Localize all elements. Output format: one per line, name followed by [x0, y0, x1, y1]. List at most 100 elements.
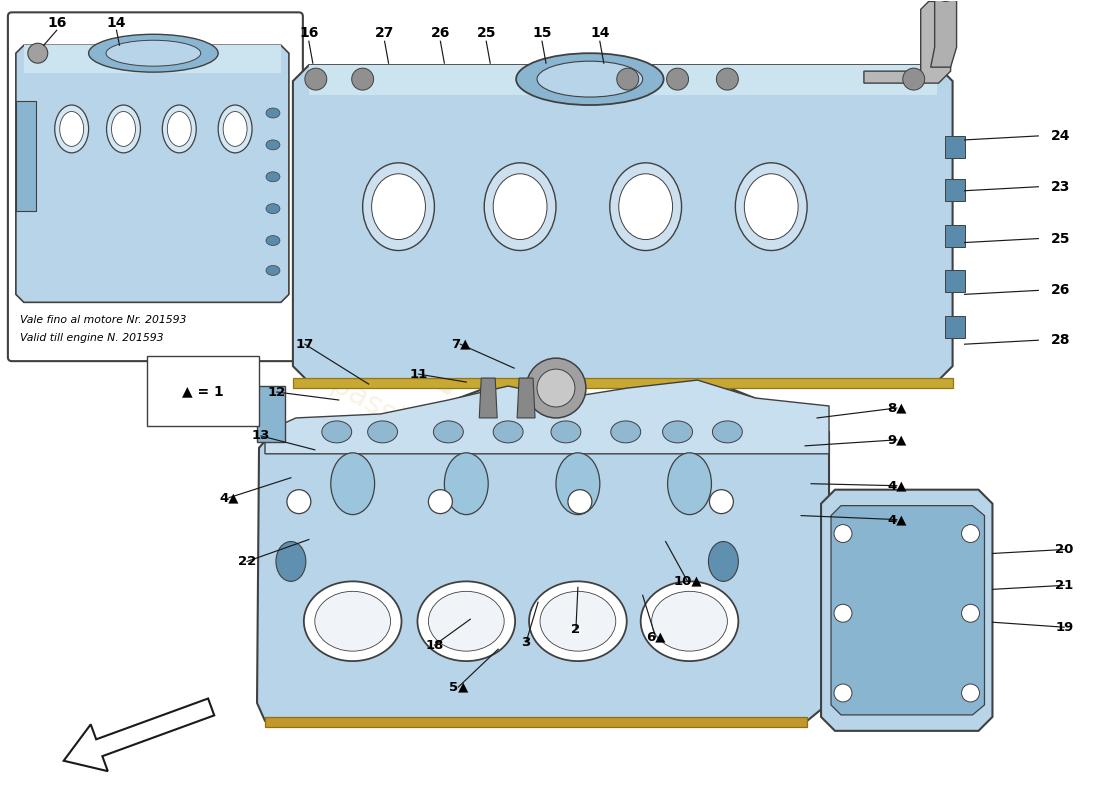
FancyBboxPatch shape — [147, 356, 258, 426]
Polygon shape — [293, 378, 953, 388]
Circle shape — [710, 490, 734, 514]
Ellipse shape — [372, 174, 426, 239]
Circle shape — [834, 684, 851, 702]
Circle shape — [526, 358, 586, 418]
Ellipse shape — [55, 105, 89, 153]
Ellipse shape — [444, 453, 488, 514]
Ellipse shape — [668, 453, 712, 514]
Circle shape — [716, 68, 738, 90]
Ellipse shape — [59, 111, 84, 146]
Text: 25: 25 — [1050, 231, 1070, 246]
Ellipse shape — [418, 582, 515, 661]
Polygon shape — [257, 380, 829, 721]
Ellipse shape — [540, 591, 616, 651]
Text: 10▲: 10▲ — [673, 575, 702, 588]
Polygon shape — [309, 65, 937, 95]
Text: 17: 17 — [296, 338, 314, 350]
Circle shape — [936, 0, 956, 2]
Polygon shape — [265, 380, 829, 454]
Text: 2: 2 — [571, 622, 581, 636]
Ellipse shape — [111, 111, 135, 146]
Ellipse shape — [433, 421, 463, 443]
Polygon shape — [945, 178, 965, 201]
Ellipse shape — [610, 421, 640, 443]
Polygon shape — [821, 490, 992, 731]
Polygon shape — [945, 136, 965, 158]
Text: 26: 26 — [1050, 283, 1070, 298]
Text: 4▲: 4▲ — [887, 479, 906, 492]
Text: 28: 28 — [1050, 334, 1070, 347]
Polygon shape — [257, 386, 285, 442]
Text: 6▲: 6▲ — [646, 630, 666, 644]
Ellipse shape — [89, 34, 218, 72]
Text: 19: 19 — [1055, 621, 1074, 634]
Ellipse shape — [167, 111, 191, 146]
Ellipse shape — [551, 421, 581, 443]
Circle shape — [28, 43, 47, 63]
Ellipse shape — [745, 174, 799, 239]
Circle shape — [903, 68, 925, 90]
Ellipse shape — [493, 174, 547, 239]
Polygon shape — [15, 101, 36, 210]
FancyArrow shape — [64, 698, 215, 771]
Text: 26: 26 — [431, 26, 450, 40]
Text: 14: 14 — [107, 16, 126, 30]
Text: 24: 24 — [1050, 129, 1070, 143]
Text: 22: 22 — [238, 555, 256, 568]
Text: 4▲: 4▲ — [219, 491, 239, 504]
Text: 16: 16 — [299, 26, 319, 40]
Circle shape — [428, 490, 452, 514]
Text: 27: 27 — [375, 26, 394, 40]
Text: 15: 15 — [532, 26, 552, 40]
Text: 23: 23 — [1050, 180, 1070, 194]
Polygon shape — [15, 46, 289, 302]
Text: 12: 12 — [267, 386, 286, 398]
Text: Vale fino al motore Nr. 201593: Vale fino al motore Nr. 201593 — [20, 315, 186, 326]
Text: 25: 25 — [476, 26, 496, 40]
Text: Valid till engine N. 201593: Valid till engine N. 201593 — [20, 334, 163, 343]
Ellipse shape — [537, 61, 642, 97]
Ellipse shape — [266, 204, 279, 214]
Ellipse shape — [266, 235, 279, 246]
Circle shape — [568, 490, 592, 514]
Ellipse shape — [106, 40, 200, 66]
Circle shape — [834, 525, 851, 542]
Ellipse shape — [529, 582, 627, 661]
Ellipse shape — [662, 421, 693, 443]
Ellipse shape — [266, 266, 279, 275]
Text: 14: 14 — [590, 26, 609, 40]
Ellipse shape — [266, 108, 279, 118]
FancyBboxPatch shape — [8, 12, 302, 361]
Polygon shape — [864, 2, 950, 83]
Circle shape — [537, 369, 575, 407]
Ellipse shape — [493, 421, 524, 443]
Ellipse shape — [322, 421, 352, 443]
Ellipse shape — [363, 163, 434, 250]
Polygon shape — [265, 717, 807, 727]
Polygon shape — [945, 316, 965, 338]
Text: 7▲: 7▲ — [451, 338, 470, 350]
Polygon shape — [293, 65, 953, 382]
Text: 16: 16 — [47, 16, 66, 30]
Circle shape — [961, 525, 979, 542]
Ellipse shape — [304, 582, 402, 661]
Ellipse shape — [640, 582, 738, 661]
Text: 4▲: 4▲ — [887, 513, 906, 526]
Ellipse shape — [276, 542, 306, 582]
Text: 13: 13 — [252, 430, 271, 442]
Text: 3: 3 — [521, 636, 530, 649]
Text: 11: 11 — [409, 367, 428, 381]
Ellipse shape — [331, 453, 375, 514]
Text: 9▲: 9▲ — [887, 434, 906, 446]
Ellipse shape — [609, 163, 682, 250]
Ellipse shape — [713, 421, 743, 443]
Polygon shape — [24, 46, 280, 73]
Circle shape — [617, 68, 639, 90]
Circle shape — [961, 604, 979, 622]
Circle shape — [352, 68, 374, 90]
Ellipse shape — [266, 172, 279, 182]
Ellipse shape — [428, 591, 504, 651]
Text: 20: 20 — [1055, 543, 1074, 556]
Polygon shape — [480, 378, 497, 418]
Text: 8▲: 8▲ — [887, 402, 906, 414]
